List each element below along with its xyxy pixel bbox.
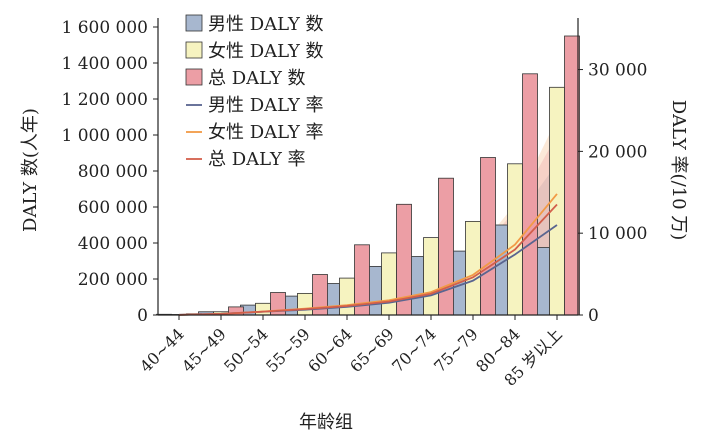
ytick-label-6: 1 200 000 — [61, 90, 148, 110]
xtick-label-6: 70~74 — [388, 324, 440, 376]
bar-s2-7 — [480, 157, 496, 316]
legend-item-3: 男性 DALY 率 — [186, 95, 324, 116]
rate-lines — [178, 193, 558, 316]
x-axis-label: 年龄组 — [299, 412, 353, 433]
legend-label-3: 男性 DALY 率 — [208, 95, 324, 116]
ytick-label-4: 800 000 — [78, 162, 148, 182]
xtick-label-3: 55~59 — [262, 324, 314, 376]
line-series-2 — [178, 203, 558, 316]
xtick-label-4: 60~64 — [304, 324, 356, 376]
legend-swatch-2 — [185, 68, 203, 86]
ytick-label-3: 600 000 — [78, 198, 148, 218]
bar-s1-5 — [381, 252, 397, 316]
legend-swatch-1 — [185, 41, 203, 59]
y2tick-label-3: 30 000 — [588, 61, 647, 81]
bar-s2-8 — [522, 73, 538, 316]
legend-label-2: 总 DALY 数 — [208, 68, 306, 89]
xtick-label-0: 40~44 — [136, 324, 188, 376]
ytick-label-7: 1 400 000 — [61, 54, 148, 74]
legend-item-4: 女性 DALY 率 — [186, 122, 324, 143]
legend-item-0: 男性 DALY 数 — [185, 14, 324, 35]
ytick-label-1: 200 000 — [78, 270, 148, 290]
y2tick-label-0: 0 — [588, 306, 599, 326]
bars — [156, 35, 580, 316]
legend-label-5: 总 DALY 率 — [208, 149, 306, 170]
bar-s1-7 — [465, 220, 481, 316]
xtick-label-7: 75~79 — [430, 324, 482, 376]
xtick-label-2: 50~54 — [220, 324, 272, 376]
legend-item-5: 总 DALY 率 — [186, 149, 306, 170]
y2-axis-label: DALY 率(/10 万) — [668, 100, 689, 241]
legend: 男性 DALY 数女性 DALY 数总 DALY 数男性 DALY 率女性 DA… — [185, 14, 324, 170]
y2tick-label-2: 20 000 — [588, 142, 647, 162]
ytick-label-8: 1 600 000 — [61, 18, 148, 38]
legend-item-2: 总 DALY 数 — [185, 68, 306, 89]
xtick-label-5: 65~69 — [346, 324, 398, 376]
legend-label-1: 女性 DALY 数 — [208, 41, 324, 62]
bar-s1-2 — [255, 302, 271, 316]
ytick-label-5: 1 000 000 — [61, 126, 148, 146]
y2tick-label-1: 10 000 — [588, 224, 647, 244]
xtick-label-1: 45~49 — [178, 324, 230, 376]
bar-s1-6 — [423, 237, 439, 316]
legend-label-4: 女性 DALY 率 — [208, 122, 324, 143]
bar-s1-4 — [339, 277, 355, 316]
bar-s1-3 — [297, 292, 313, 316]
bar-s2-9 — [564, 35, 580, 316]
legend-item-1: 女性 DALY 数 — [185, 41, 324, 62]
ytick-label-2: 400 000 — [78, 234, 148, 254]
y-axis-label: DALY 数(人年) — [20, 108, 41, 232]
legend-swatch-0 — [185, 14, 203, 32]
ytick-label-0: 0 — [137, 306, 148, 326]
bar-s2-6 — [438, 177, 454, 316]
legend-label-0: 男性 DALY 数 — [208, 14, 324, 35]
